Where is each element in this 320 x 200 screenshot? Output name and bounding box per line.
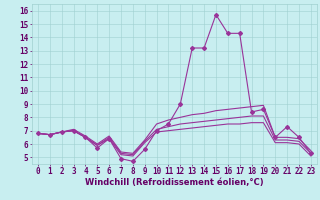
X-axis label: Windchill (Refroidissement éolien,°C): Windchill (Refroidissement éolien,°C) bbox=[85, 178, 264, 187]
